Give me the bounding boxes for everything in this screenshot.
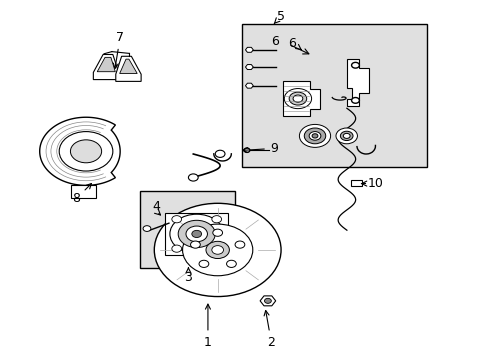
Circle shape: [212, 229, 222, 236]
Circle shape: [215, 150, 224, 157]
Text: 3: 3: [184, 268, 192, 284]
Polygon shape: [346, 59, 368, 106]
Circle shape: [188, 174, 198, 181]
Circle shape: [226, 260, 236, 267]
Circle shape: [143, 226, 151, 231]
Circle shape: [244, 148, 249, 152]
Circle shape: [335, 128, 357, 144]
Circle shape: [340, 131, 352, 140]
Circle shape: [199, 260, 208, 267]
Text: 2: 2: [264, 311, 275, 348]
Polygon shape: [245, 47, 253, 52]
Polygon shape: [260, 296, 275, 306]
Circle shape: [264, 298, 271, 303]
Circle shape: [351, 98, 359, 103]
Circle shape: [343, 134, 349, 138]
Text: 4: 4: [153, 200, 161, 213]
Circle shape: [308, 132, 320, 140]
Circle shape: [185, 226, 207, 242]
Polygon shape: [245, 83, 253, 88]
Bar: [242, 24, 427, 167]
Circle shape: [191, 230, 201, 238]
Circle shape: [171, 245, 181, 252]
Polygon shape: [283, 81, 319, 116]
Bar: [350, 180, 361, 186]
Polygon shape: [120, 59, 137, 73]
Text: 6: 6: [288, 36, 301, 50]
Text: 9: 9: [242, 142, 277, 155]
Circle shape: [154, 203, 281, 297]
Circle shape: [171, 216, 181, 223]
Circle shape: [288, 92, 306, 105]
Polygon shape: [71, 185, 96, 198]
Polygon shape: [116, 56, 141, 81]
Polygon shape: [93, 54, 119, 80]
Circle shape: [299, 125, 330, 147]
Circle shape: [351, 62, 359, 68]
Circle shape: [311, 134, 317, 138]
Circle shape: [284, 89, 311, 109]
Circle shape: [190, 241, 200, 248]
Text: 5: 5: [274, 10, 285, 23]
Circle shape: [59, 132, 113, 171]
Circle shape: [169, 214, 223, 254]
Polygon shape: [164, 213, 228, 255]
Text: 7: 7: [113, 31, 124, 68]
Text: 6: 6: [271, 35, 279, 48]
Polygon shape: [40, 117, 120, 185]
Circle shape: [211, 245, 221, 252]
Polygon shape: [97, 57, 115, 72]
Text: 1: 1: [203, 304, 211, 348]
Bar: [140, 191, 234, 268]
Circle shape: [70, 140, 102, 163]
Circle shape: [178, 220, 215, 248]
Circle shape: [304, 128, 325, 144]
Circle shape: [211, 216, 221, 223]
Circle shape: [182, 224, 252, 276]
Text: 10: 10: [361, 177, 382, 190]
Text: 8: 8: [72, 184, 91, 205]
Circle shape: [211, 246, 223, 254]
Circle shape: [235, 241, 244, 248]
Polygon shape: [245, 64, 253, 69]
Circle shape: [205, 241, 229, 258]
Circle shape: [292, 95, 302, 102]
